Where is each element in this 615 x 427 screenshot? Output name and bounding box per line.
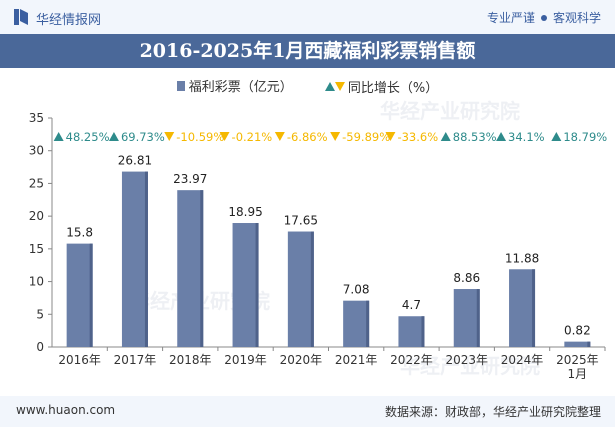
growth-label: -59.89% (342, 130, 390, 144)
data-label: 23.97 (173, 172, 207, 186)
tagline-right: 客观科学 (552, 11, 601, 25)
bar-edge (255, 223, 259, 347)
bar-edge (310, 231, 314, 347)
bar-edge (200, 190, 204, 347)
data-label: 17.65 (284, 214, 318, 228)
triangle-down-icon (334, 81, 345, 91)
bar-edge (421, 316, 425, 347)
bar (509, 269, 536, 347)
data-label: 15.8 (66, 226, 93, 240)
y-tick-label: 20 (29, 209, 44, 223)
growth-up-marker (551, 132, 562, 141)
legend-item-bar: 福利彩票（亿元） (176, 76, 293, 95)
x-tick-label: 2024年 (501, 353, 544, 367)
growth-down-marker (219, 132, 230, 141)
bar-edge (476, 289, 480, 347)
growth-down-marker (330, 132, 341, 141)
legend-item-growth: 同比增长（%） (324, 77, 439, 96)
growth-label: 34.1% (508, 130, 545, 144)
data-source: 数据来源：财政部，华经产业研究院整理 (384, 405, 601, 419)
legend: 福利彩票（亿元） 同比增长（%） (0, 76, 615, 96)
x-tick-label: 2025年 1月 (556, 353, 599, 381)
x-tick-label: 2020年 (280, 353, 323, 367)
y-tick-label: 10 (29, 275, 44, 289)
growth-label: -10.59% (176, 130, 224, 144)
bar (121, 171, 148, 347)
data-label: 26.81 (118, 154, 152, 168)
bar-edge (366, 300, 370, 347)
growth-up-marker (53, 132, 64, 141)
bar-chart: 0 5 10 15 20 25 30 35 15.8 2016年 48.25% 26.81 2017年 6… (29, 111, 608, 381)
legend-growth-label: 同比增长（%） (347, 80, 439, 96)
growth-label: -33.6% (397, 130, 438, 144)
bar (453, 289, 480, 347)
growth-label: 88.53% (453, 130, 497, 144)
data-label: 8.86 (453, 271, 480, 285)
bar (343, 300, 370, 347)
tagline-left: 专业严谨 (486, 11, 535, 25)
y-tick-label: 30 (29, 144, 44, 158)
y-tick-label: 25 (29, 176, 44, 190)
growth-up-marker (440, 132, 451, 141)
growth-down-marker (385, 132, 396, 141)
logo-icon (14, 9, 28, 25)
bar (177, 190, 204, 347)
y-tick-label: 5 (36, 307, 44, 321)
x-tick-label: 2018年 (169, 353, 212, 367)
x-tick-label: 2016年 (58, 353, 101, 367)
data-label: 18.95 (228, 205, 262, 219)
bar-swatch-icon (176, 80, 185, 91)
bar-edge (144, 171, 148, 347)
x-tick-label: 2021年 (335, 353, 378, 367)
growth-up-marker (108, 132, 119, 141)
bar (287, 231, 314, 347)
x-tick-label: 2017年 (114, 353, 157, 367)
growth-label: -6.86% (287, 130, 328, 144)
bar (232, 223, 259, 347)
separator-dot-icon (540, 15, 547, 21)
growth-label: 69.73% (121, 130, 165, 144)
bar (564, 341, 591, 347)
data-label: 0.82 (564, 324, 591, 338)
brand-name: 华经情报网 (36, 13, 102, 28)
y-tick-label: 35 (29, 111, 44, 125)
growth-up-marker (496, 132, 507, 141)
bar (66, 243, 93, 347)
bar-edge (532, 269, 536, 347)
footer: www.huaon.com 数据来源：财政部，华经产业研究院整理 (0, 396, 615, 427)
legend-bar-label: 福利彩票（亿元） (188, 80, 293, 95)
data-label: 4.7 (402, 298, 421, 312)
bar (398, 316, 425, 347)
y-tick-label: 0 (36, 340, 44, 354)
triangle-up-icon (324, 81, 335, 91)
bar-edge (587, 341, 591, 347)
y-tick-label: 15 (29, 242, 44, 256)
tagline: 专业严谨 客观科学 (487, 9, 601, 26)
data-label: 7.08 (343, 283, 370, 297)
x-tick-label: 2019年 (224, 353, 267, 367)
growth-label: 48.25% (66, 130, 110, 144)
growth-down-marker (164, 132, 175, 141)
website[interactable]: www.huaon.com (16, 403, 116, 417)
growth-label: -0.21% (232, 130, 273, 144)
bar-edge (89, 243, 93, 347)
growth-down-marker (274, 132, 285, 141)
growth-label: 18.79% (563, 130, 607, 144)
top-bar: 华经情报网 专业严谨 客观科学 (0, 0, 615, 34)
chart-title: 2016-2025年1月西藏福利彩票销售额 (0, 34, 615, 68)
x-tick-label: 2022年 (390, 353, 433, 367)
data-label: 11.88 (505, 251, 539, 265)
x-tick-label: 2023年 (445, 353, 488, 367)
